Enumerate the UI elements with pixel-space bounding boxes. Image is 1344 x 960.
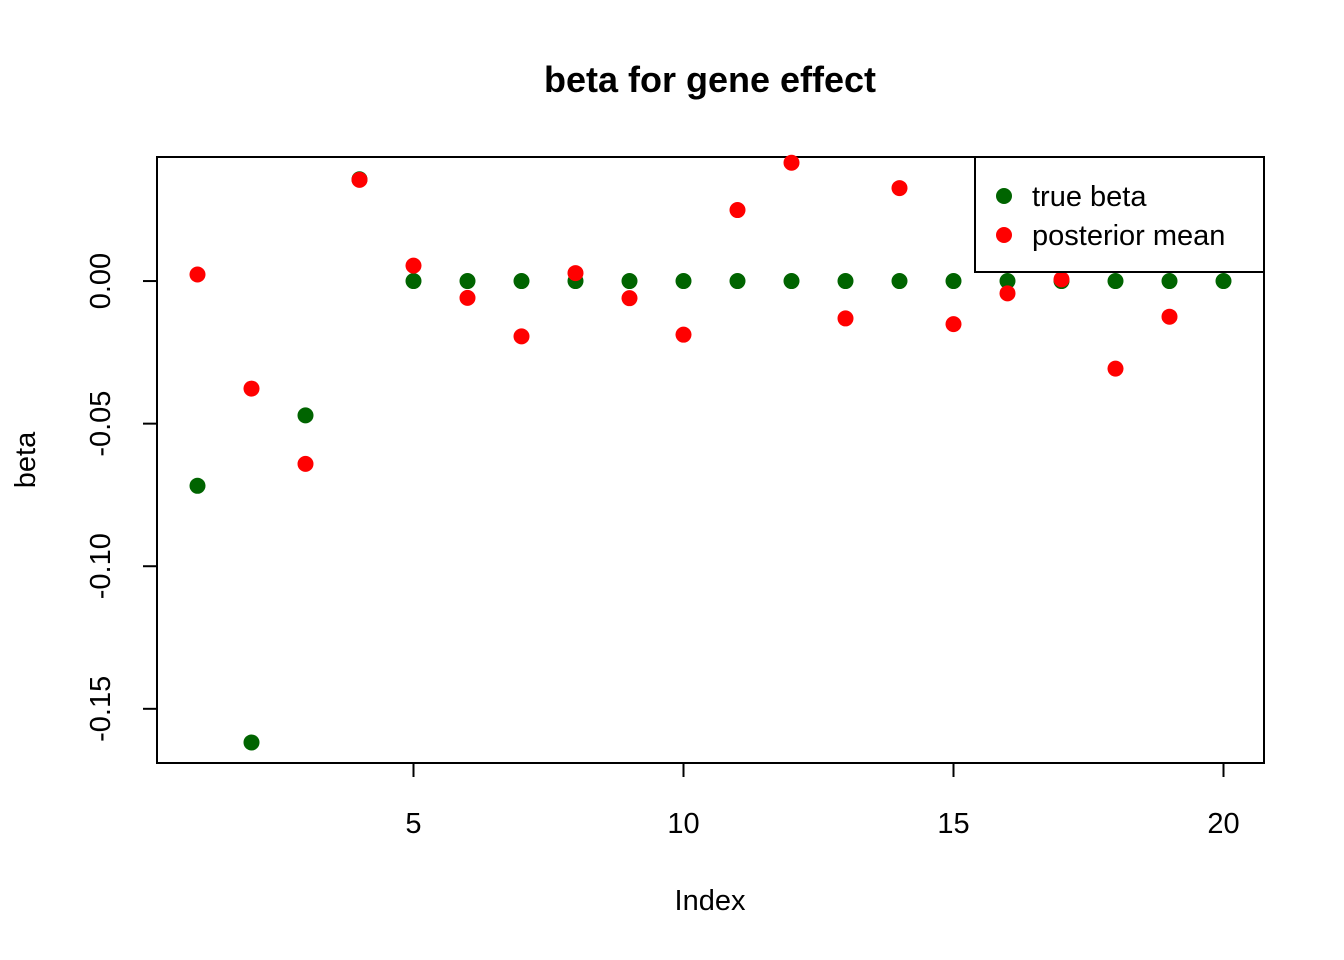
point-true-beta	[1215, 273, 1232, 290]
point-posterior-mean	[1053, 271, 1070, 288]
point-posterior-mean	[243, 380, 260, 397]
point-posterior-mean	[513, 328, 530, 345]
point-posterior-mean	[459, 289, 476, 306]
point-true-beta	[243, 734, 260, 751]
point-true-beta	[675, 273, 692, 290]
point-posterior-mean	[945, 316, 962, 333]
legend-marker-posterior-mean	[996, 227, 1012, 243]
point-posterior-mean	[783, 154, 800, 171]
point-true-beta	[297, 407, 314, 424]
point-posterior-mean	[621, 290, 638, 307]
point-posterior-mean	[837, 310, 854, 327]
point-true-beta	[621, 273, 638, 290]
point-true-beta	[891, 273, 908, 290]
point-posterior-mean	[675, 326, 692, 343]
legend-marker-true-beta	[996, 188, 1012, 204]
y-tick-label: 0.00	[85, 253, 117, 309]
point-true-beta	[405, 273, 422, 290]
y-tick-label: -0.10	[85, 533, 117, 599]
legend-label-posterior-mean: posterior mean	[1032, 220, 1225, 252]
x-tick-label: 15	[937, 808, 969, 840]
point-posterior-mean	[189, 266, 206, 283]
y-tick-label: -0.15	[85, 676, 117, 742]
x-tick-label: 20	[1207, 808, 1239, 840]
x-axis-label: Index	[675, 885, 746, 917]
point-posterior-mean	[999, 285, 1016, 302]
y-axis-label: beta	[10, 431, 42, 488]
point-true-beta	[945, 273, 962, 290]
point-posterior-mean	[891, 180, 908, 197]
point-true-beta	[729, 273, 746, 290]
point-posterior-mean	[405, 257, 422, 274]
data-points	[189, 154, 1232, 751]
point-posterior-mean	[297, 455, 314, 472]
point-true-beta	[1161, 273, 1178, 290]
y-tick-label: -0.05	[85, 391, 117, 457]
x-axis: 5 10 15 20	[405, 762, 1240, 840]
point-true-beta	[783, 273, 800, 290]
x-tick-label: 10	[667, 808, 699, 840]
point-true-beta	[513, 273, 530, 290]
legend-box	[974, 156, 1265, 273]
point-posterior-mean	[351, 171, 368, 188]
legend: true beta posterior mean	[974, 156, 1265, 273]
point-true-beta	[189, 477, 206, 494]
point-posterior-mean	[1107, 360, 1124, 377]
x-tick-label: 5	[405, 808, 421, 840]
point-true-beta	[999, 273, 1016, 290]
chart-title: beta for gene effect	[544, 59, 876, 100]
point-posterior-mean	[567, 265, 584, 282]
point-true-beta	[837, 273, 854, 290]
point-posterior-mean	[729, 202, 746, 219]
y-axis: -0.15 -0.10 -0.05 0.00	[85, 253, 158, 742]
point-true-beta	[459, 273, 476, 290]
legend-label-true-beta: true beta	[1032, 181, 1147, 213]
point-true-beta	[1107, 273, 1124, 290]
point-posterior-mean	[1161, 308, 1178, 325]
